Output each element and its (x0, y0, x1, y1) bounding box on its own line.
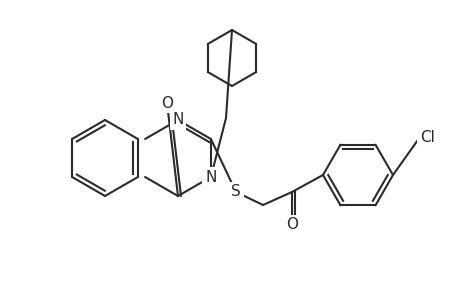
Text: O: O (161, 95, 173, 110)
Text: N: N (205, 169, 216, 184)
Text: N: N (172, 112, 183, 128)
Text: S: S (230, 184, 241, 200)
Text: Cl: Cl (419, 130, 434, 145)
Text: O: O (285, 218, 297, 232)
